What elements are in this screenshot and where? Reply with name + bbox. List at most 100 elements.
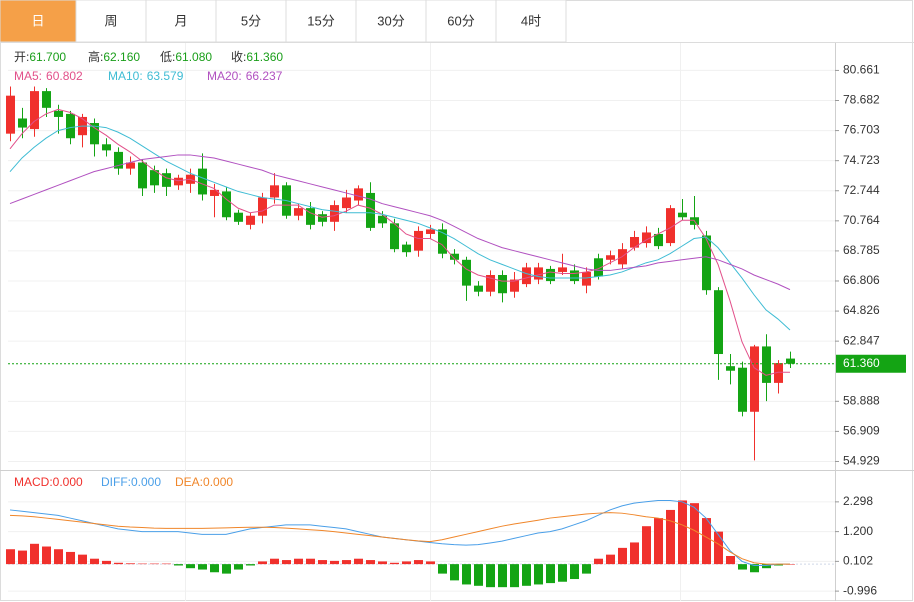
legend-name: MA20: xyxy=(207,69,242,83)
tab[interactable]: 日 xyxy=(0,0,77,43)
macd-bar xyxy=(714,531,723,565)
legend-value: 62.160 xyxy=(103,50,140,64)
legend-name: 收: xyxy=(231,50,246,64)
macd-bar xyxy=(606,554,615,565)
tab[interactable]: 15分 xyxy=(285,0,357,43)
macd-bar xyxy=(774,564,783,566)
macd-bar xyxy=(294,558,303,565)
line xyxy=(9,512,790,565)
tab-label: 4时 xyxy=(521,13,541,28)
macd-bar xyxy=(330,560,339,565)
candle-body xyxy=(342,197,351,209)
candle-body xyxy=(174,177,183,186)
legend-name: 高: xyxy=(88,49,103,64)
macd-bar xyxy=(270,558,279,565)
macd-bar xyxy=(390,562,399,565)
tab[interactable]: 周 xyxy=(75,0,147,43)
macd-bar xyxy=(642,526,651,565)
tab[interactable]: 30分 xyxy=(355,0,427,43)
tab[interactable]: 4时 xyxy=(495,0,567,43)
y-tick-label: 56.909 xyxy=(843,424,880,438)
macd-bar xyxy=(354,558,363,565)
legend-value: 61.360 xyxy=(246,50,283,64)
candle-body xyxy=(570,270,579,282)
candle-body xyxy=(498,274,507,294)
candle-body xyxy=(390,223,399,250)
legend-entry: 高:62.160 xyxy=(88,49,140,64)
legend-entry: 低:61.080 xyxy=(160,50,212,64)
macd-bar xyxy=(486,564,495,588)
candle-body xyxy=(42,91,51,108)
tab-bg xyxy=(75,0,147,43)
candle-body xyxy=(582,271,591,286)
legend-value: 66.237 xyxy=(246,69,283,83)
y-tick-label: 62.847 xyxy=(843,333,880,347)
candle-body xyxy=(450,253,459,260)
last-price-label: 61.360 xyxy=(843,356,880,370)
macd-bar xyxy=(462,564,471,585)
macd-bar xyxy=(438,564,447,574)
macd-bar xyxy=(198,564,207,570)
macd-bar xyxy=(342,560,351,565)
candle-body xyxy=(366,192,375,228)
candle-body xyxy=(486,274,495,292)
macd-bar xyxy=(102,560,111,565)
candle-body xyxy=(726,366,735,371)
macd-bar xyxy=(630,542,639,565)
macd-bar xyxy=(174,564,183,566)
macd-bar xyxy=(786,564,795,565)
macd-bar xyxy=(126,563,135,565)
candle-body xyxy=(306,208,315,225)
legend-name: MACD: xyxy=(14,475,53,489)
tab-bg xyxy=(145,0,217,43)
tab[interactable]: 月 xyxy=(145,0,217,43)
y-tick-label: 70.764 xyxy=(843,213,880,227)
candle-body xyxy=(606,255,615,260)
tab-bg xyxy=(425,0,497,43)
macd-bar xyxy=(222,564,231,574)
macd-bar xyxy=(54,549,63,565)
y-tick-label: 2.298 xyxy=(843,494,873,508)
candle-body xyxy=(738,367,747,412)
candle-body xyxy=(462,259,471,286)
candle-body xyxy=(270,185,279,198)
candle-body xyxy=(702,235,711,291)
macd-bar xyxy=(210,564,219,573)
tab-label: 日 xyxy=(31,13,44,28)
candle-body xyxy=(294,208,303,216)
macd-bar xyxy=(582,564,591,574)
y-tick-label: 68.785 xyxy=(843,243,880,257)
y-tick-label: 80.661 xyxy=(843,63,880,77)
tab[interactable]: 60分 xyxy=(425,0,497,43)
legend-entry: MACD:0.000 xyxy=(14,475,83,489)
macd-bar xyxy=(426,561,435,565)
tab-label: 周 xyxy=(104,13,117,28)
legend-value: 0.000 xyxy=(53,475,83,489)
candle-body xyxy=(54,110,63,117)
candle-body xyxy=(210,189,219,196)
candle-body xyxy=(330,205,339,222)
y-tick-label: -0.996 xyxy=(843,583,877,597)
macd-bar xyxy=(690,503,699,565)
macd-bar xyxy=(42,546,51,565)
macd-bar xyxy=(762,564,771,569)
macd-bar xyxy=(522,564,531,586)
y-tick-label: 74.723 xyxy=(843,153,880,167)
line xyxy=(9,125,791,331)
tab[interactable]: 5分 xyxy=(215,0,287,43)
macd-bar xyxy=(30,543,39,565)
candle-body xyxy=(534,267,543,280)
macd-bar xyxy=(498,564,507,588)
legend-entry: 收:61.360 xyxy=(231,50,283,64)
candle-body xyxy=(222,191,231,218)
legend-name: DIFF: xyxy=(101,475,131,489)
y-tick-label: 58.888 xyxy=(843,393,880,407)
candle-body xyxy=(714,290,723,355)
candle-body xyxy=(774,363,783,383)
macd-bar xyxy=(6,549,15,565)
macd-bar xyxy=(234,564,243,570)
macd-bar xyxy=(282,560,291,565)
macd-bar xyxy=(558,564,567,582)
legend-name: 低: xyxy=(160,50,175,64)
tab-label: 60分 xyxy=(447,13,474,28)
